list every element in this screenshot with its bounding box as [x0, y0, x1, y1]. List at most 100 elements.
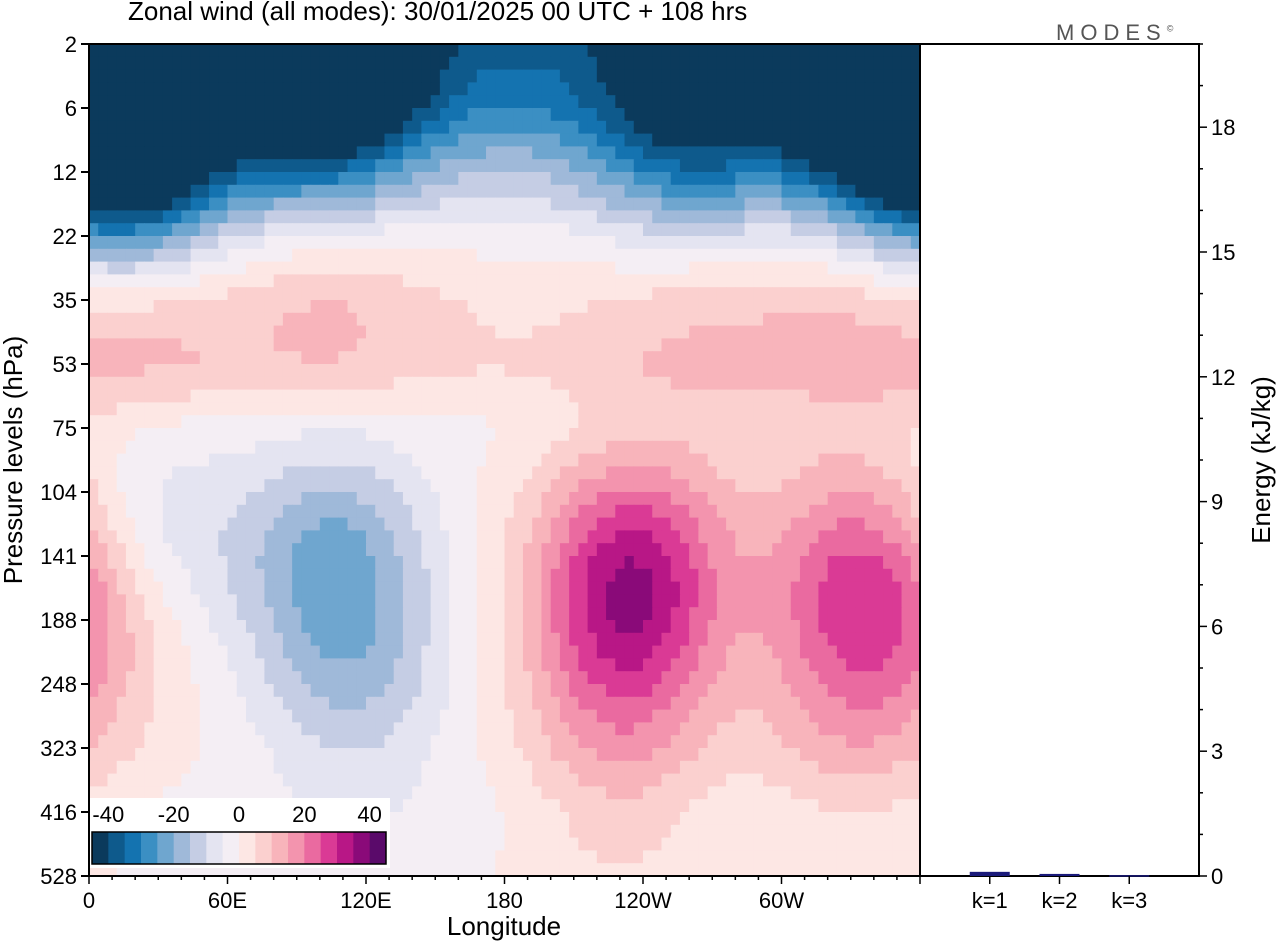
heatmap-cell: [476, 453, 487, 467]
heatmap-cell: [689, 274, 699, 288]
heatmap-cell: [855, 684, 866, 698]
heatmap-cell: [726, 287, 736, 301]
heatmap-cell: [375, 325, 386, 339]
heatmap-cell: [255, 389, 266, 403]
heatmap-cell: [707, 108, 718, 122]
heatmap-cell: [255, 402, 266, 416]
heatmap-cell: [744, 530, 755, 544]
heatmap-cell: [615, 184, 626, 199]
heatmap-cell: [486, 735, 496, 749]
heatmap-cell: [541, 440, 552, 455]
heatmap-cell: [781, 440, 792, 455]
heatmap-cell: [421, 722, 432, 736]
heatmap-cell: [578, 415, 589, 429]
heatmap-cell: [467, 210, 478, 224]
heatmap-cell: [264, 492, 275, 506]
heatmap-cell: [218, 69, 229, 83]
heatmap-cell: [698, 236, 709, 250]
heatmap-cell: [486, 108, 496, 122]
heatmap-cell: [763, 376, 773, 391]
heatmap-cell: [643, 364, 653, 378]
heatmap-cell: [661, 479, 672, 493]
heatmap-cell: [892, 69, 903, 83]
heatmap-cell: [689, 376, 699, 391]
heatmap-cell: [846, 172, 856, 186]
heatmap-cell: [873, 671, 884, 685]
heatmap-cell: [375, 748, 386, 762]
heatmap-cell: [319, 504, 330, 519]
heatmap-cell: [596, 133, 607, 147]
heatmap-cell: [883, 338, 893, 352]
heatmap-cell: [264, 146, 275, 160]
heatmap-cell: [892, 325, 903, 339]
heatmap-cell: [181, 248, 192, 263]
heatmap-cell: [495, 504, 506, 519]
heatmap-cell: [910, 607, 920, 621]
heatmap-cell: [209, 735, 219, 749]
heatmap-cell: [467, 594, 478, 608]
heatmap-cell: [319, 159, 330, 173]
heatmap-cell: [412, 44, 422, 58]
heatmap-cell: [301, 197, 312, 211]
heatmap-cell: [559, 248, 570, 263]
heatmap-cell: [550, 120, 561, 135]
heatmap-cell: [356, 543, 367, 557]
heatmap-cell: [245, 645, 256, 659]
heatmap-cell: [698, 376, 709, 391]
heatmap-cell: [89, 415, 99, 429]
heatmap-cell: [181, 300, 192, 314]
heatmap-cell: [218, 172, 229, 186]
heatmap-cell: [735, 351, 746, 365]
heatmap-cell: [670, 172, 681, 186]
heatmap-cell: [310, 159, 321, 173]
heatmap-cell: [836, 210, 847, 224]
heatmap-cell: [366, 722, 376, 736]
heatmap-cell: [744, 428, 755, 442]
heatmap-cell: [569, 453, 579, 467]
heatmap-cell: [172, 517, 182, 531]
heatmap-cell: [624, 120, 635, 135]
heatmap-cell: [430, 197, 441, 211]
heatmap-cell: [818, 312, 829, 327]
heatmap-cell: [643, 620, 653, 634]
heatmap-cell: [402, 671, 413, 685]
heatmap-cell: [402, 479, 413, 493]
heatmap-cell: [855, 568, 866, 583]
heatmap-cell: [255, 44, 266, 58]
heatmap-cell: [310, 440, 321, 455]
heatmap-cell: [495, 364, 506, 378]
heatmap-cell: [98, 338, 109, 352]
heatmap-cell: [799, 632, 810, 647]
heatmap-cell: [190, 108, 201, 122]
heatmap-cell: [209, 184, 219, 199]
heatmap-cell: [356, 748, 367, 762]
heatmap-cell: [864, 530, 875, 544]
heatmap-cell: [412, 159, 422, 173]
heatmap-cell: [199, 184, 210, 199]
heatmap-cell: [347, 351, 358, 365]
heatmap-cell: [910, 274, 920, 288]
heatmap-cell: [615, 223, 626, 237]
heatmap-cell: [569, 620, 579, 634]
heatmap-cell: [412, 453, 422, 467]
heatmap-cell: [559, 696, 570, 711]
heatmap-cell: [587, 364, 598, 378]
heatmap-cell: [209, 210, 219, 224]
heatmap-cell: [883, 56, 893, 71]
heatmap-cell: [218, 620, 229, 634]
heatmap-cell: [541, 223, 552, 237]
heatmap-cell: [116, 722, 127, 736]
heatmap-cell: [763, 415, 773, 429]
heatmap-cell: [153, 69, 164, 83]
heatmap-cell: [273, 517, 284, 531]
heatmap-cell: [633, 492, 644, 506]
heatmap-cell: [89, 556, 99, 570]
heatmap-cell: [652, 466, 663, 480]
heatmap-cell: [532, 479, 543, 493]
heatmap-cell: [532, 300, 543, 314]
heatmap-cell: [735, 466, 746, 480]
heatmap-cell: [347, 671, 358, 685]
heatmap-cell: [781, 428, 792, 442]
heatmap-cell: [449, 748, 459, 762]
heatmap-cell: [144, 312, 155, 327]
